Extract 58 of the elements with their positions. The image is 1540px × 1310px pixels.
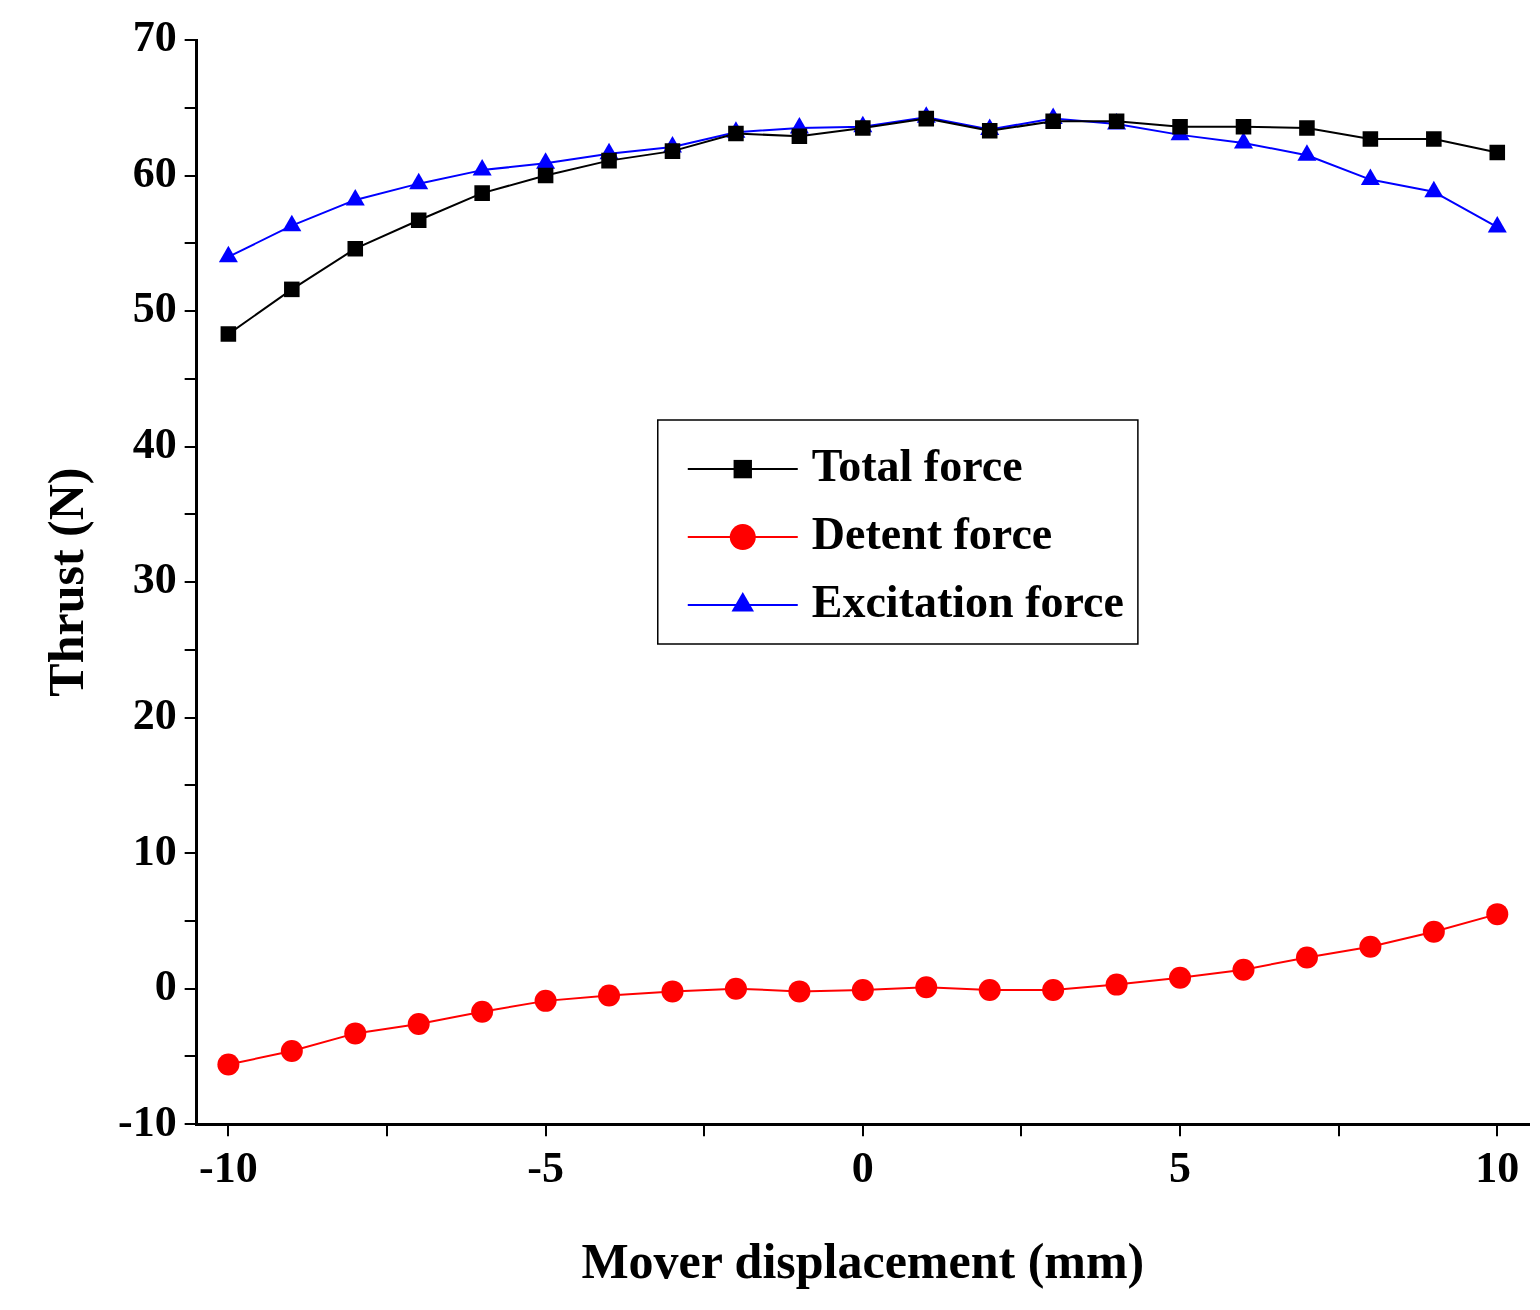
- point: [598, 984, 621, 1007]
- point: [344, 1022, 367, 1045]
- point: [534, 989, 557, 1012]
- point: [851, 979, 874, 1002]
- point: [1489, 144, 1506, 161]
- x-tick-label: 0: [851, 1142, 874, 1192]
- point: [217, 1053, 240, 1076]
- y-tick-label: 70: [132, 12, 177, 62]
- point: [1235, 118, 1252, 135]
- x-tick-label: -10: [199, 1142, 258, 1192]
- y-tick-label: 50: [132, 283, 177, 333]
- y-tick-label: -10: [118, 1096, 177, 1146]
- point: [601, 152, 617, 169]
- x-tick-label: 5: [1169, 1142, 1192, 1192]
- y-tick-label: 40: [132, 418, 177, 468]
- legend-label: Excitation force: [811, 575, 1124, 627]
- point: [347, 240, 364, 257]
- point: [284, 281, 300, 298]
- point: [1299, 120, 1315, 136]
- y-tick-label: 60: [132, 147, 177, 197]
- x-tick-label: -5: [527, 1142, 564, 1192]
- point: [724, 977, 747, 1000]
- point: [280, 1040, 303, 1063]
- point: [661, 980, 684, 1003]
- point: [1105, 973, 1128, 996]
- legend-label: Total force: [811, 439, 1023, 491]
- point: [1172, 118, 1188, 135]
- point: [855, 120, 871, 136]
- point: [1486, 903, 1509, 926]
- point: [791, 128, 808, 144]
- point: [220, 326, 237, 342]
- point: [410, 212, 427, 229]
- point: [537, 167, 554, 184]
- point: [664, 143, 681, 159]
- point: [1422, 920, 1445, 943]
- y-tick-label: 0: [154, 961, 177, 1011]
- y-tick-label: 30: [132, 554, 177, 604]
- point: [978, 979, 1001, 1002]
- point: [1426, 131, 1442, 147]
- point: [728, 125, 744, 142]
- point: [1232, 958, 1255, 981]
- point: [474, 185, 490, 201]
- point: [1359, 935, 1382, 958]
- point: [1362, 131, 1379, 147]
- y-tick-label: 10: [132, 825, 177, 875]
- point: [788, 980, 811, 1003]
- y-axis-title: Thrust (N): [37, 467, 94, 697]
- point: [915, 976, 938, 999]
- x-tick-label: 10: [1475, 1142, 1520, 1192]
- point: [471, 1000, 494, 1023]
- point: [407, 1012, 430, 1035]
- x-axis-title: Mover displacement (mm): [581, 1232, 1145, 1289]
- point: [1045, 113, 1061, 130]
- y-tick-label: 20: [132, 689, 177, 739]
- point: [1295, 946, 1318, 969]
- point: [1042, 979, 1065, 1002]
- point: [1169, 966, 1192, 989]
- legend-label: Detent force: [811, 507, 1053, 559]
